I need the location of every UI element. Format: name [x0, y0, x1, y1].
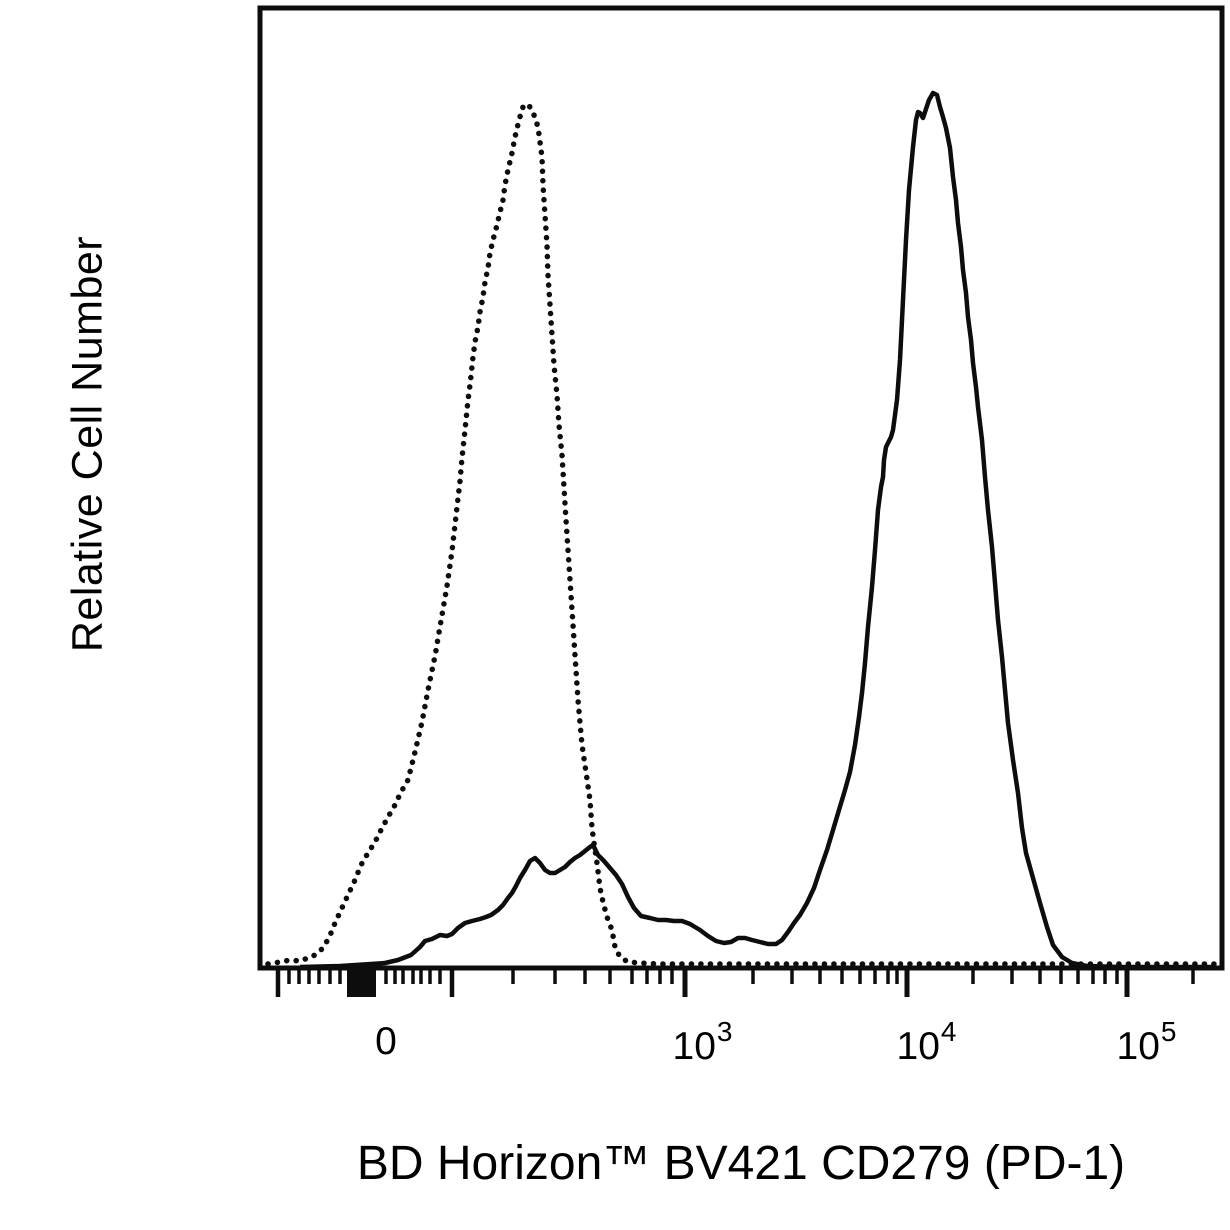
x-tick-label-104: 104 [896, 1016, 957, 1069]
x-tick-label-0: 0 [375, 1020, 397, 1064]
x-axis-merged-tick-block [347, 966, 376, 997]
x-tick-label-105: 105 [1116, 1016, 1177, 1069]
y-axis-label: Relative Cell Number [63, 235, 112, 653]
x-axis-title: BD Horizon™ BV421 CD279 (PD-1) [356, 1137, 1126, 1190]
x-tick-label-exponent: 5 [1160, 1016, 1177, 1047]
isotype-control-curve [265, 101, 1219, 967]
plot-border [257, 5, 1225, 971]
histogram-curves [265, 90, 1219, 970]
stained-sample-curve [299, 90, 1216, 970]
x-tick-label-103: 103 [672, 1016, 733, 1069]
x-tick-label-base: 10 [1116, 1025, 1160, 1068]
x-tick-label-base: 10 [896, 1025, 940, 1068]
x-tick-label-base: 10 [672, 1025, 716, 1068]
x-tick-label-exponent: 4 [940, 1016, 957, 1047]
x-axis-ticks [275, 966, 1195, 997]
x-tick-label-base: 0 [375, 1020, 397, 1063]
x-tick-label-exponent: 3 [716, 1016, 733, 1047]
